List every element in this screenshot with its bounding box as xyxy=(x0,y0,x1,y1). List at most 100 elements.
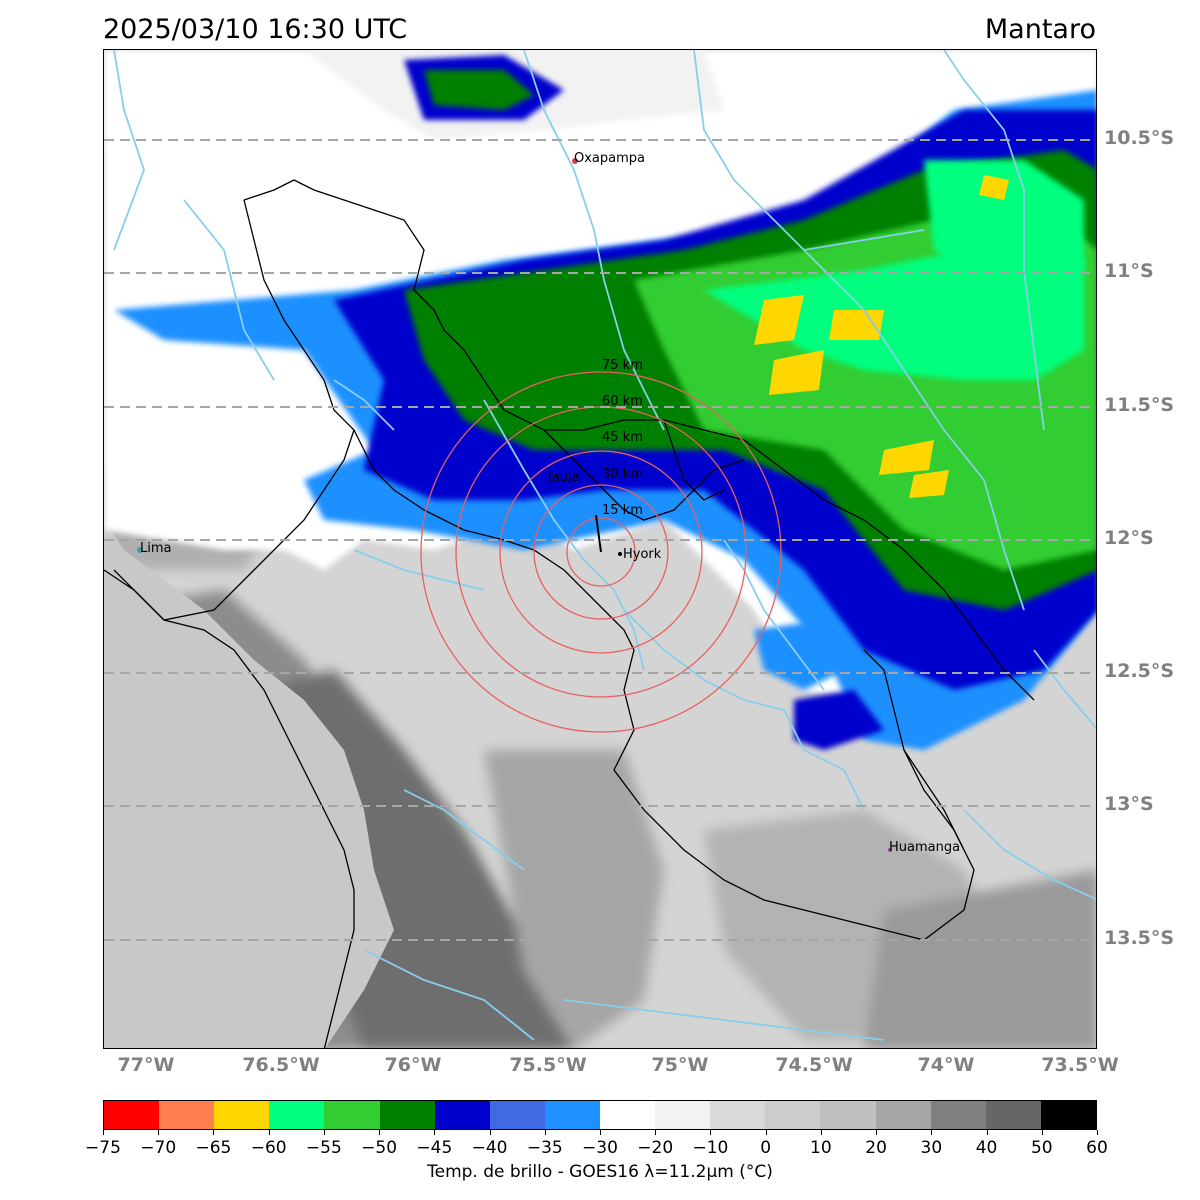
colorbar-tickmark xyxy=(986,1130,988,1135)
map-canvas: 15 km 30 km 45 km 60 km 75 km Oxapampa J… xyxy=(104,50,1096,1048)
colorbar-tick-label: −20 xyxy=(637,1138,674,1158)
colorbar-tick-label: −35 xyxy=(526,1138,563,1158)
colorbar-tick-label: −40 xyxy=(471,1138,508,1158)
colorbar-tick-label: −55 xyxy=(305,1138,342,1158)
radial-line xyxy=(595,514,602,553)
huamanga-marker xyxy=(888,848,892,852)
colorbar-tickmark xyxy=(434,1130,436,1135)
colorbar-swatch xyxy=(489,1101,545,1129)
lon-label-75-5w: 75.5°W xyxy=(509,1054,587,1076)
city-label-jauja: Jauja xyxy=(547,470,580,485)
colorbar-label: Temp. de brillo - GOES16 λ=11.2μm (°C) xyxy=(427,1162,773,1182)
lon-label-74-5w: 74.5°W xyxy=(775,1054,853,1076)
pacific-ocean xyxy=(104,520,394,1048)
colorbar-swatch xyxy=(985,1101,1041,1129)
colorbar-swatch xyxy=(820,1101,876,1129)
colorbar-tick-label: −60 xyxy=(250,1138,287,1158)
colorbar-tickmark xyxy=(544,1130,546,1135)
ring-75km xyxy=(420,371,782,733)
colorbar-tickmark xyxy=(1097,1130,1098,1135)
city-label-lima: Lima xyxy=(140,541,171,556)
temperature-colorbar xyxy=(103,1100,1097,1130)
city-label-hyork: Hyork xyxy=(623,547,662,562)
colorbar-tick-label: 60 xyxy=(1086,1138,1108,1158)
colorbar-tickmark xyxy=(268,1130,270,1135)
colorbar-tickmark xyxy=(600,1130,601,1135)
ring-30km xyxy=(533,484,669,620)
colorbar-tick-label: 30 xyxy=(920,1138,943,1158)
ring-45km xyxy=(499,450,703,654)
lon-label-75w: 75°W xyxy=(651,1054,709,1076)
lat-label-12s: 12°S xyxy=(1104,527,1154,549)
lat-label-11s: 11°S xyxy=(1104,260,1154,282)
colorbar-tickmark xyxy=(710,1130,712,1135)
colorbar-tick-label: 40 xyxy=(975,1138,998,1158)
colorbar-swatch xyxy=(379,1101,435,1129)
colorbar-tickmark xyxy=(103,1130,104,1135)
ring-label-75km: 75 km xyxy=(602,358,643,373)
colorbar-tick-label: −70 xyxy=(140,1138,177,1158)
city-markers: Oxapampa Jauja Hyork Lima Huamanga xyxy=(137,151,960,855)
ring-label-60km: 60 km xyxy=(602,394,643,409)
lat-label-10-5s: 10.5°S xyxy=(1104,127,1175,149)
colorbar-swatch xyxy=(159,1101,215,1129)
cloud-field xyxy=(104,50,1096,750)
hyork-marker xyxy=(618,552,622,556)
colorbar-tick-label: −45 xyxy=(416,1138,453,1158)
city-label-oxapampa: Oxapampa xyxy=(574,151,645,166)
region-borders xyxy=(104,179,1035,1048)
region-title: Mantaro xyxy=(984,14,1096,45)
colorbar-tick-label: 50 xyxy=(1030,1138,1053,1158)
colorbar-tick-label: −75 xyxy=(85,1138,121,1158)
colorbar-swatch xyxy=(655,1101,711,1129)
lima-marker xyxy=(137,547,143,553)
colorbar-swatch xyxy=(875,1101,931,1129)
colorbar-swatch xyxy=(599,1101,656,1129)
lat-label-12-5s: 12.5°S xyxy=(1104,660,1175,682)
colorbar-tickmark xyxy=(765,1130,767,1135)
lat-label-11-5s: 11.5°S xyxy=(1104,394,1175,416)
ring-label-30km: 30 km xyxy=(602,467,643,482)
colorbar-swatch xyxy=(269,1101,325,1129)
colorbar-swatch xyxy=(324,1101,380,1129)
colorbar-swatch xyxy=(104,1101,160,1129)
colorbar-tick-label: −50 xyxy=(361,1138,398,1158)
lon-label-76w: 76°W xyxy=(384,1054,442,1076)
colorbar-tickmark xyxy=(323,1130,325,1135)
colorbar-swatch xyxy=(710,1101,766,1129)
satellite-map[interactable]: 15 km 30 km 45 km 60 km 75 km Oxapampa J… xyxy=(103,49,1097,1049)
lon-label-74w: 74°W xyxy=(917,1054,975,1076)
colorbar-tick-label: 0 xyxy=(760,1138,772,1158)
lon-label-76-5w: 76.5°W xyxy=(242,1054,320,1076)
lon-label-77w: 77°W xyxy=(117,1054,175,1076)
colorbar-tick-label: −10 xyxy=(692,1138,729,1158)
city-label-huamanga: Huamanga xyxy=(889,840,960,855)
ring-label-45km: 45 km xyxy=(602,430,643,445)
colorbar-tickmark xyxy=(1041,1130,1043,1135)
colorbar-tickmark xyxy=(655,1130,657,1135)
latitude-gridlines xyxy=(104,139,1096,941)
colorbar-swatch xyxy=(214,1101,270,1129)
lat-label-13s: 13°S xyxy=(1104,793,1154,815)
colorbar-swatch xyxy=(765,1101,821,1129)
range-rings xyxy=(420,371,782,733)
colorbar-tickmark xyxy=(213,1130,215,1135)
colorbar-tickmark xyxy=(931,1130,933,1135)
colorbar-swatch xyxy=(930,1101,986,1129)
datetime-title: 2025/03/10 16:30 UTC xyxy=(103,14,408,45)
ring-label-15km: 15 km xyxy=(602,503,643,518)
colorbar-tick-label: −65 xyxy=(195,1138,232,1158)
lat-label-13-5s: 13.5°S xyxy=(1104,927,1175,949)
colorbar-swatch xyxy=(434,1101,490,1129)
colorbar-swatch xyxy=(1040,1101,1096,1129)
rivers xyxy=(113,50,1096,1041)
colorbar-tickmark xyxy=(820,1130,822,1135)
colorbar-tickmark xyxy=(876,1130,878,1135)
lon-label-73-5w: 73.5°W xyxy=(1041,1054,1119,1076)
ring-15km xyxy=(566,517,636,587)
colorbar-tick-label: −30 xyxy=(582,1138,618,1158)
colorbar-tick-label: 10 xyxy=(810,1138,832,1158)
colorbar-tickmark xyxy=(379,1130,381,1135)
colorbar-tickmark xyxy=(489,1130,491,1135)
colorbar-tick-label: 20 xyxy=(865,1138,887,1158)
